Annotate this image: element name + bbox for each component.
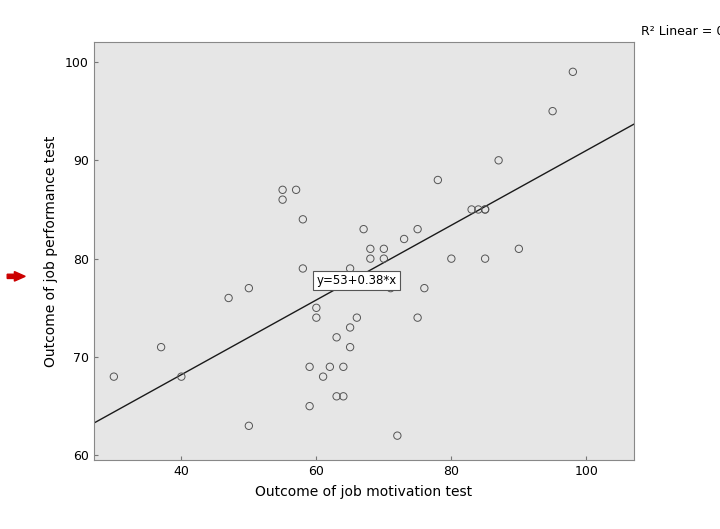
Point	[466, 205, 477, 214]
Point	[372, 274, 383, 282]
Point	[432, 176, 444, 184]
Point	[385, 284, 397, 293]
Point	[418, 284, 430, 293]
Point	[331, 392, 343, 400]
Point	[243, 284, 255, 293]
Point	[338, 392, 349, 400]
Point	[480, 205, 491, 214]
Text: R² Linear = 0.403: R² Linear = 0.403	[641, 25, 720, 38]
Point	[480, 254, 491, 263]
Point	[358, 225, 369, 233]
Point	[223, 294, 235, 302]
Point	[378, 254, 390, 263]
Point	[398, 235, 410, 243]
Point	[446, 254, 457, 263]
Point	[378, 244, 390, 253]
Point	[290, 186, 302, 194]
Point	[324, 362, 336, 371]
Point	[176, 372, 187, 381]
Point	[310, 313, 322, 322]
Point	[344, 323, 356, 332]
Point	[297, 264, 309, 273]
Point	[344, 343, 356, 351]
Y-axis label: Outcome of job performance test: Outcome of job performance test	[44, 135, 58, 367]
Point	[243, 422, 255, 430]
Point	[412, 313, 423, 322]
Point	[297, 215, 309, 224]
Point	[472, 205, 484, 214]
Point	[364, 254, 376, 263]
Point	[392, 432, 403, 440]
Text: y=53+0.38*x: y=53+0.38*x	[316, 274, 397, 287]
Point	[412, 225, 423, 233]
Point	[277, 195, 289, 204]
Point	[304, 402, 315, 411]
Point	[351, 313, 363, 322]
Point	[567, 68, 579, 76]
Point	[480, 205, 491, 214]
Point	[277, 186, 289, 194]
Point	[310, 304, 322, 312]
Point	[492, 156, 504, 165]
Point	[364, 244, 376, 253]
Point	[318, 372, 329, 381]
Point	[156, 343, 167, 351]
Point	[331, 333, 343, 342]
Point	[108, 372, 120, 381]
Point	[513, 244, 525, 253]
Point	[338, 362, 349, 371]
Point	[547, 107, 559, 115]
Point	[304, 362, 315, 371]
X-axis label: Outcome of job motivation test: Outcome of job motivation test	[255, 485, 472, 499]
Point	[344, 264, 356, 273]
